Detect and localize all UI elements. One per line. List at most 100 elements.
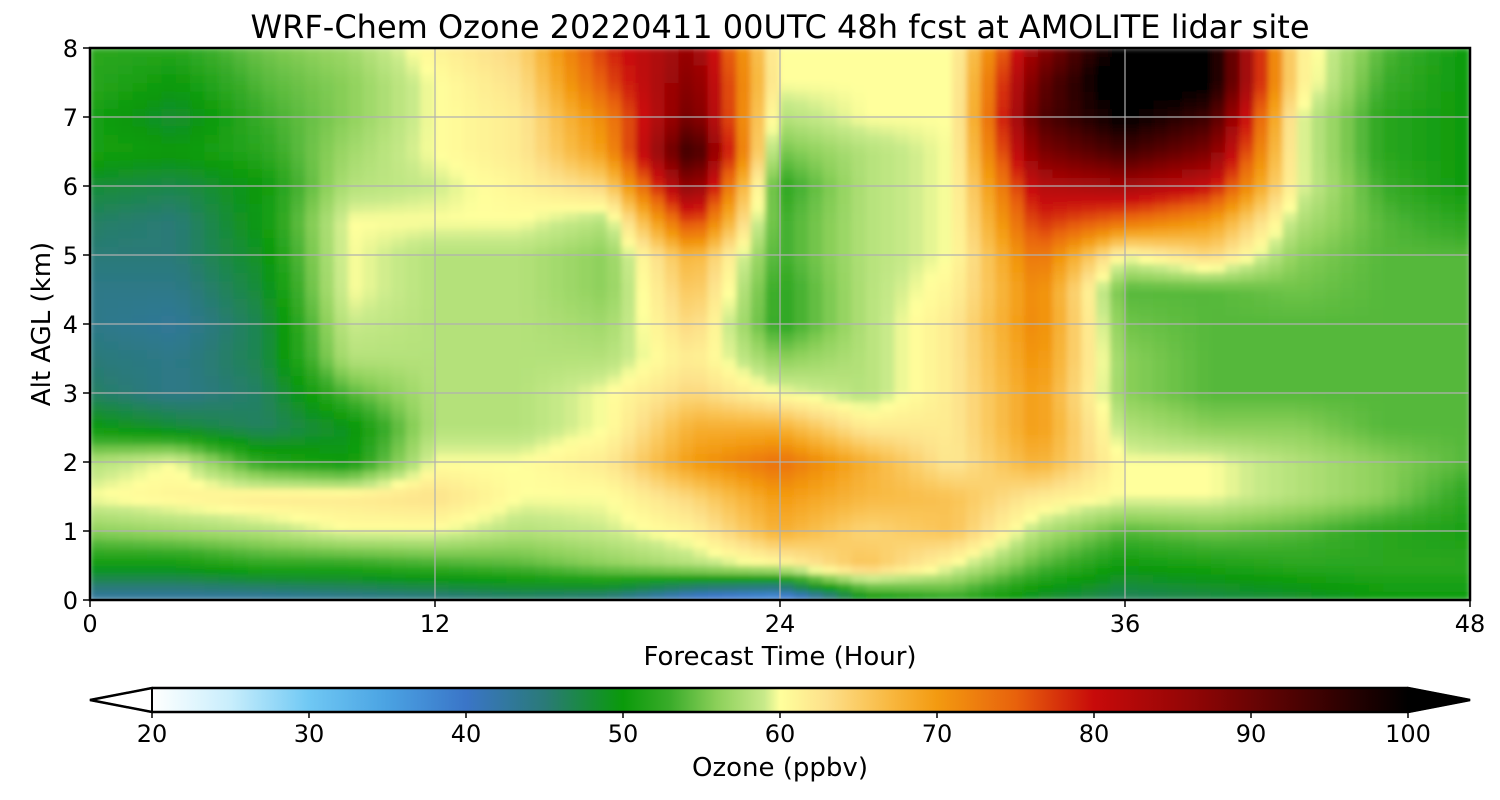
heatmap-cell	[463, 280, 479, 291]
heatmap-cell	[952, 289, 968, 299]
heatmap-cell	[1397, 263, 1414, 273]
heatmap-cell	[707, 366, 724, 377]
heatmap-cell	[103, 280, 120, 291]
heatmap-cell	[894, 185, 910, 196]
heatmap-cell	[822, 194, 839, 204]
heatmap-cell	[664, 358, 680, 368]
heatmap-cell	[1311, 194, 1327, 204]
heatmap-cell	[1009, 159, 1025, 170]
heatmap-cell	[664, 383, 680, 394]
heatmap-cell	[463, 530, 479, 541]
heatmap-cell	[650, 263, 666, 273]
heatmap-cell	[563, 582, 580, 592]
heatmap-cell	[319, 340, 335, 351]
heatmap-cell	[837, 280, 853, 291]
heatmap-cell	[175, 202, 192, 213]
heatmap-cell	[1397, 513, 1414, 523]
heatmap-cell	[204, 530, 220, 541]
heatmap-cell	[405, 168, 422, 178]
heatmap-cell	[1383, 427, 1399, 437]
heatmap-cell	[305, 323, 321, 334]
heatmap-cell	[118, 461, 134, 472]
heatmap-cell	[865, 478, 882, 489]
heatmap-cell	[722, 358, 738, 368]
heatmap-cell	[161, 220, 177, 230]
heatmap-cell	[808, 409, 824, 420]
heatmap-cell	[90, 358, 105, 368]
heatmap-cell	[1412, 254, 1428, 265]
heatmap-cell	[995, 556, 1011, 567]
heatmap-cell	[161, 159, 177, 170]
heatmap-cell	[1297, 245, 1313, 256]
heatmap-cell	[1412, 565, 1428, 575]
heatmap-cell	[664, 504, 680, 515]
heatmap-cell	[1138, 418, 1155, 429]
heatmap-cell	[563, 151, 580, 161]
heatmap-cell	[520, 556, 537, 567]
heatmap-cell	[1412, 340, 1428, 351]
heatmap-cell	[1426, 470, 1442, 480]
heatmap-cell	[822, 228, 839, 239]
heatmap-cell	[448, 556, 465, 567]
heatmap-cell	[1311, 582, 1327, 592]
heatmap-cell	[1110, 556, 1126, 567]
heatmap-cell	[1354, 487, 1370, 498]
heatmap-cell	[779, 168, 795, 178]
heatmap-cell	[1426, 435, 1442, 446]
heatmap-cell	[765, 151, 781, 161]
heatmap-cell	[1167, 409, 1184, 420]
heatmap-cell	[1023, 444, 1040, 454]
heatmap-cell	[750, 409, 767, 420]
heatmap-cell	[1340, 452, 1356, 463]
heatmap-cell	[621, 487, 637, 498]
heatmap-cell	[1182, 245, 1198, 256]
heatmap-cell	[305, 220, 321, 230]
heatmap-cell	[880, 444, 896, 454]
heatmap-cell	[405, 340, 422, 351]
heatmap-cell	[952, 513, 968, 523]
heatmap-cell	[1153, 487, 1169, 498]
heatmap-cell	[707, 297, 724, 308]
heatmap-cell	[837, 289, 853, 299]
heatmap-cell	[995, 349, 1011, 360]
heatmap-cell	[865, 358, 882, 368]
heatmap-cell	[621, 349, 637, 360]
heatmap-cell	[1455, 452, 1470, 463]
heatmap-cell	[262, 487, 278, 498]
heatmap-cell	[707, 263, 724, 273]
heatmap-cell	[1426, 401, 1442, 411]
heatmap-cell	[952, 582, 968, 592]
heatmap-cell	[434, 383, 450, 394]
heatmap-cell	[362, 478, 379, 489]
heatmap-cell	[923, 401, 939, 411]
heatmap-cell	[1440, 530, 1457, 541]
heatmap-cell	[894, 582, 910, 592]
heatmap-cell	[1383, 271, 1399, 282]
heatmap-cell	[147, 521, 163, 532]
heatmap-cell	[147, 470, 163, 480]
heatmap-cell	[1038, 151, 1054, 161]
heatmap-cell	[1182, 573, 1198, 584]
heatmap-cell	[563, 565, 580, 575]
heatmap-cell	[1081, 271, 1097, 282]
heatmap-cell	[707, 151, 724, 161]
heatmap-cell	[147, 375, 163, 385]
heatmap-cell	[391, 202, 407, 213]
heatmap-cell	[391, 228, 407, 239]
heatmap-cell	[132, 496, 149, 506]
heatmap-cell	[1368, 220, 1385, 230]
heatmap-cell	[1297, 478, 1313, 489]
heatmap-cell	[1440, 590, 1457, 600]
heatmap-cell	[578, 530, 594, 541]
heatmap-cell	[865, 392, 882, 403]
heatmap-cell	[1412, 375, 1428, 385]
heatmap-cell	[952, 539, 968, 549]
heatmap-cell	[204, 409, 220, 420]
heatmap-cell	[1196, 237, 1212, 247]
heatmap-cell	[1440, 194, 1457, 204]
heatmap-cell	[779, 504, 795, 515]
heatmap-cell	[175, 271, 192, 282]
heatmap-cell	[980, 332, 997, 342]
heatmap-cell	[377, 383, 393, 394]
heatmap-cell	[218, 383, 235, 394]
